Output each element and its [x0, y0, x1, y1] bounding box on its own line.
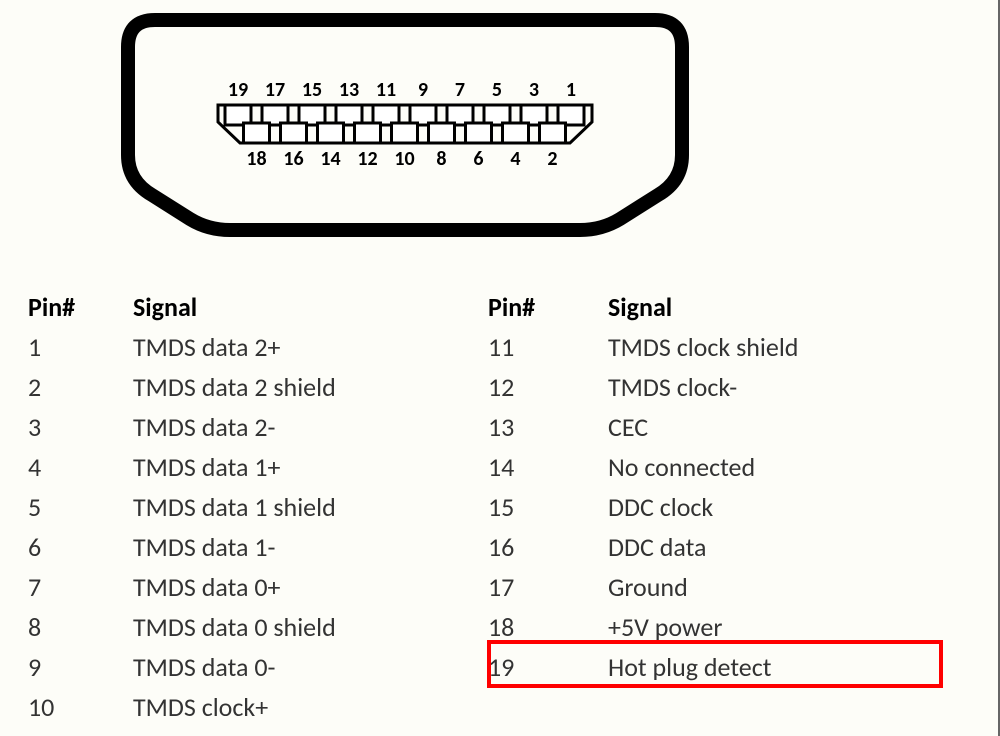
pin-rect-6	[466, 123, 492, 143]
pin-number-2: 2	[539, 147, 567, 171]
left-pin-column: Pin# 12345678910	[28, 287, 133, 727]
header-signal-right: Signal	[608, 287, 918, 327]
pin-cell-19: 19	[488, 647, 608, 687]
signal-cell-2: TMDS data 2 shield	[133, 367, 488, 407]
pin-cell-12: 12	[488, 367, 608, 407]
pin-number-19: 19	[224, 78, 252, 102]
pin-number-13: 13	[335, 78, 363, 102]
pin-rect-12	[355, 123, 381, 143]
left-signal-column: Signal TMDS data 2+TMDS data 2 shieldTMD…	[133, 287, 488, 727]
pin-number-11: 11	[372, 78, 400, 102]
pin-rect-18	[244, 123, 270, 143]
signal-cell-15: DDC clock	[608, 487, 918, 527]
pin-number-9: 9	[409, 78, 437, 102]
signal-cell-18: +5V power	[608, 607, 918, 647]
signal-cell-17: Ground	[608, 567, 918, 607]
pin-rect-16	[281, 123, 307, 143]
pin-number-8: 8	[428, 147, 456, 171]
signal-cell-11: TMDS clock shield	[608, 327, 918, 367]
pin-rect-10	[392, 123, 418, 143]
signal-cell-16: DDC data	[608, 527, 918, 567]
signal-cell-12: TMDS clock-	[608, 367, 918, 407]
signal-cell-3: TMDS data 2-	[133, 407, 488, 447]
pin-number-3: 3	[520, 78, 548, 102]
pin-number-5: 5	[483, 78, 511, 102]
pin-cell-13: 13	[488, 407, 608, 447]
signal-cell-8: TMDS data 0 shield	[133, 607, 488, 647]
pinout-tables: Pin# 12345678910 Signal TMDS data 2+TMDS…	[28, 287, 978, 727]
pin-number-14: 14	[317, 147, 345, 171]
signal-cell-10: TMDS clock+	[133, 687, 488, 727]
header-signal-left: Signal	[133, 287, 488, 327]
signal-cell-9: TMDS data 0-	[133, 647, 488, 687]
pin-cell-18: 18	[488, 607, 608, 647]
pin-cell-15: 15	[488, 487, 608, 527]
pin-cell-2: 2	[28, 367, 133, 407]
pin-cell-3: 3	[28, 407, 133, 447]
pin-cell-11: 11	[488, 327, 608, 367]
pin-rect-8	[429, 123, 455, 143]
pin-cell-16: 16	[488, 527, 608, 567]
signal-cell-7: TMDS data 0+	[133, 567, 488, 607]
signal-cell-13: CEC	[608, 407, 918, 447]
pin-cell-4: 4	[28, 447, 133, 487]
pin-cell-8: 8	[28, 607, 133, 647]
pin-rect-2	[540, 123, 566, 143]
pin-number-15: 15	[298, 78, 326, 102]
pin-number-10: 10	[391, 147, 419, 171]
pin-rect-4	[503, 123, 529, 143]
header-pin-left: Pin#	[28, 287, 133, 327]
hdmi-connector-diagram: 19 17 15 13 11 97531 18 16 14 12 10 8642	[110, 5, 700, 250]
pin-cell-5: 5	[28, 487, 133, 527]
pin-cell-6: 6	[28, 527, 133, 567]
pin-number-12: 12	[354, 147, 382, 171]
right-pin-column: Pin# 111213141516171819	[488, 287, 608, 727]
pin-number-17: 17	[261, 78, 289, 102]
signal-cell-19: Hot plug detect	[608, 647, 918, 687]
pin-cell-14: 14	[488, 447, 608, 487]
pin-cell-7: 7	[28, 567, 133, 607]
header-pin-right: Pin#	[488, 287, 608, 327]
signal-cell-6: TMDS data 1-	[133, 527, 488, 567]
pin-number-18: 18	[243, 147, 271, 171]
pin-cell-1: 1	[28, 327, 133, 367]
pin-number-1: 1	[557, 78, 585, 102]
pin-number-16: 16	[280, 147, 308, 171]
pin-number-7: 7	[446, 78, 474, 102]
pin-rect-14	[318, 123, 344, 143]
signal-cell-14: No connected	[608, 447, 918, 487]
right-signal-column: Signal TMDS clock shieldTMDS clock-CECNo…	[608, 287, 918, 727]
pin-cell-10: 10	[28, 687, 133, 727]
pin-cell-17: 17	[488, 567, 608, 607]
pin-number-4: 4	[502, 147, 530, 171]
signal-cell-1: TMDS data 2+	[133, 327, 488, 367]
signal-cell-4: TMDS data 1+	[133, 447, 488, 487]
pin-number-6: 6	[465, 147, 493, 171]
signal-cell-5: TMDS data 1 shield	[133, 487, 488, 527]
pin-cell-9: 9	[28, 647, 133, 687]
